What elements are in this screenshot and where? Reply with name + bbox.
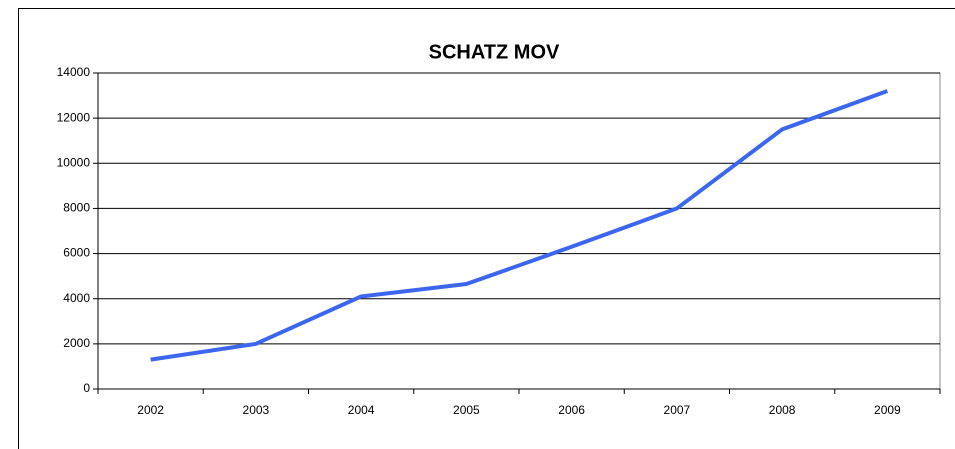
x-tick-label: 2003 [243,403,270,417]
chart-title: SCHATZ MOV [429,41,560,63]
x-tick-label: 2007 [664,403,691,417]
x-tick-label: 2005 [453,403,480,417]
y-tick-label: 4000 [63,291,90,305]
y-tick-label: 12000 [57,110,91,124]
y-tick-label: 8000 [63,201,90,215]
x-tick-label: 2008 [769,403,796,417]
y-tick-label: 2000 [63,336,90,350]
y-tick-label: 10000 [57,155,91,169]
y-tick-label: 0 [83,381,90,395]
x-tick-label: 2004 [348,403,375,417]
y-tick-label: 14000 [57,65,91,79]
plot-area [97,72,941,390]
data-line [150,89,889,362]
x-tick-label: 2002 [137,403,164,417]
y-tick-label: 6000 [63,246,90,260]
x-tick-label: 2006 [558,403,585,417]
x-tick-label: 2009 [874,403,901,417]
